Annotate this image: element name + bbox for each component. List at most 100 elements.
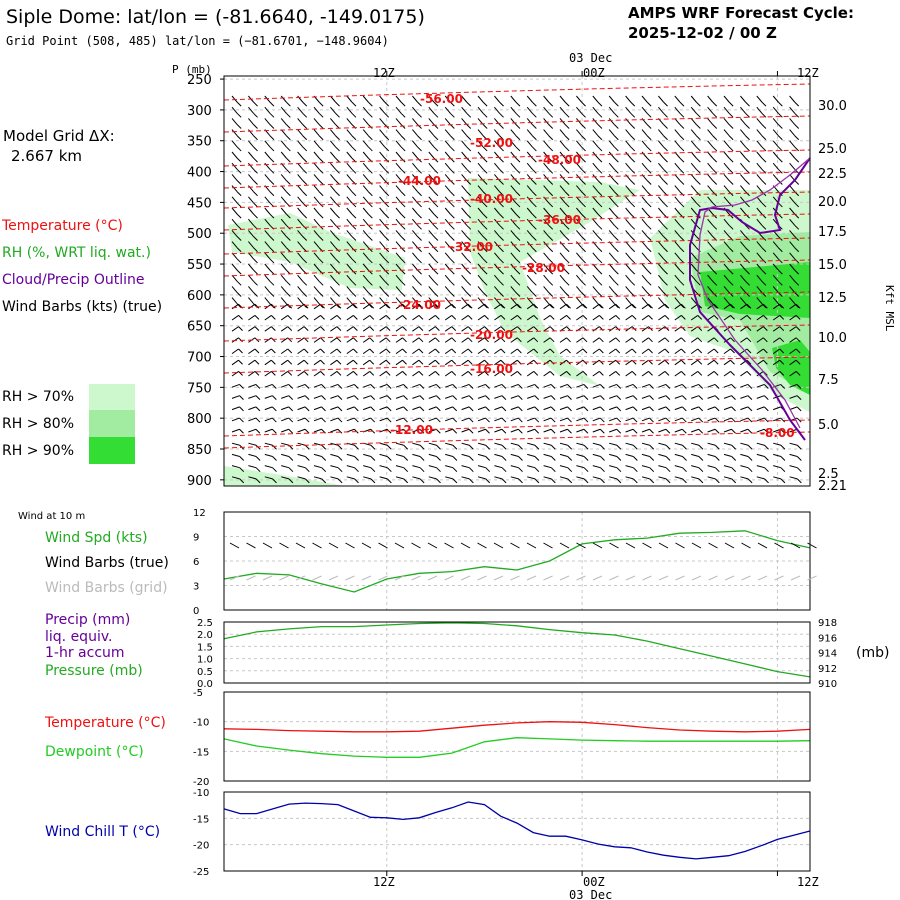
wind-barb <box>231 274 242 286</box>
barb-staff <box>412 326 420 332</box>
wind-barb <box>264 230 275 241</box>
barb-flag <box>583 444 589 450</box>
barb-flag <box>436 478 441 484</box>
barb-flag <box>337 395 343 401</box>
barb-staff <box>740 286 746 293</box>
bottom-date-label: 03 Dec <box>569 888 612 900</box>
wind-barb <box>379 274 390 286</box>
barb-staff <box>248 326 256 332</box>
barb-flag <box>238 315 243 320</box>
barb-flag <box>515 112 521 118</box>
wind-barb <box>592 274 603 286</box>
wind-barb <box>461 151 472 163</box>
wind-barb <box>362 185 373 197</box>
barb-staff <box>477 230 484 237</box>
barb-staff <box>362 303 371 310</box>
barb-staff <box>527 465 536 469</box>
wind-barb <box>494 218 504 230</box>
barb-staff <box>248 129 254 137</box>
surface-wind-barb-true <box>526 542 537 549</box>
wind-barb <box>756 348 768 355</box>
barb-staff <box>231 106 238 114</box>
barb-staff <box>313 326 321 332</box>
barb-staff <box>379 303 387 310</box>
barb-flag <box>746 303 752 309</box>
barb-staff <box>789 118 796 125</box>
barb-flag <box>466 112 472 118</box>
barb-flag <box>597 191 603 197</box>
wind-barb <box>248 106 258 118</box>
surface-wind-barb-true <box>807 542 817 549</box>
wind-barb <box>641 428 654 434</box>
barb-staff <box>707 286 714 293</box>
barb-flag <box>236 202 242 208</box>
temperature-contour-label: -24.00 <box>398 298 441 312</box>
wind-barb <box>510 442 523 450</box>
barb-flag <box>321 417 326 423</box>
barb-staff <box>674 174 681 181</box>
barb-flag <box>695 124 701 129</box>
barb-flag <box>665 417 671 423</box>
barb-staff <box>707 140 714 148</box>
barb-flag <box>239 467 245 473</box>
barb-staff <box>641 428 650 433</box>
wind-barb <box>477 252 488 264</box>
barb-flag <box>763 417 769 423</box>
barb-staff <box>264 359 272 366</box>
barb-staff <box>510 348 518 355</box>
barb-flag <box>417 224 422 230</box>
barb-staff <box>428 303 436 310</box>
barb-flag <box>499 247 504 253</box>
barb-flag <box>581 112 586 118</box>
barb-staff <box>740 263 746 271</box>
barb-flag <box>665 478 671 484</box>
barb-flag <box>616 395 622 401</box>
barb-staff <box>576 348 584 355</box>
barb-flag <box>663 101 668 107</box>
surface-wind-barb-true <box>708 542 718 549</box>
legend-lower-temperature: Temperature (°C) <box>44 715 166 731</box>
wind-barb <box>362 140 373 152</box>
barb-staff <box>789 129 796 137</box>
barb-staff <box>297 297 304 305</box>
wind-barb <box>362 315 375 321</box>
barb-staff <box>362 286 369 293</box>
barb-staff <box>690 315 699 321</box>
barb-staff <box>789 241 796 249</box>
cloud-precip-outline <box>689 157 811 441</box>
barb-flag <box>548 135 554 141</box>
barb-flag <box>648 371 653 376</box>
wind-barb <box>625 442 638 450</box>
barb-staff <box>756 348 764 355</box>
barb-staff <box>264 140 271 148</box>
barb-staff <box>658 428 667 433</box>
barb-flag <box>351 258 357 264</box>
barb-staff <box>641 417 650 422</box>
barb-flag <box>335 157 340 163</box>
barb-flag <box>369 371 375 376</box>
wind-barb <box>576 241 586 253</box>
barb-flag <box>515 292 521 297</box>
barb-flag <box>777 124 783 129</box>
barb-staff <box>297 252 304 260</box>
wind-barb <box>330 383 343 389</box>
wind-barb <box>461 196 472 208</box>
wind-barb <box>461 185 472 197</box>
barb-staff <box>723 395 732 399</box>
barb-staff <box>674 196 681 204</box>
wind-barb <box>280 371 293 377</box>
wind-barb <box>690 106 701 118</box>
wind-barb <box>428 95 439 107</box>
barb-staff <box>313 241 320 249</box>
barb-staff <box>740 207 746 215</box>
barb-staff <box>313 337 321 343</box>
barb-staff <box>280 106 287 114</box>
barb-flag <box>613 224 619 230</box>
wind-barb <box>756 162 767 174</box>
wind-barb <box>248 274 258 286</box>
barb-staff <box>477 140 484 148</box>
barb-staff <box>690 129 697 137</box>
barb-staff <box>248 465 257 469</box>
barb-staff <box>592 453 601 457</box>
barb-flag <box>269 101 275 107</box>
